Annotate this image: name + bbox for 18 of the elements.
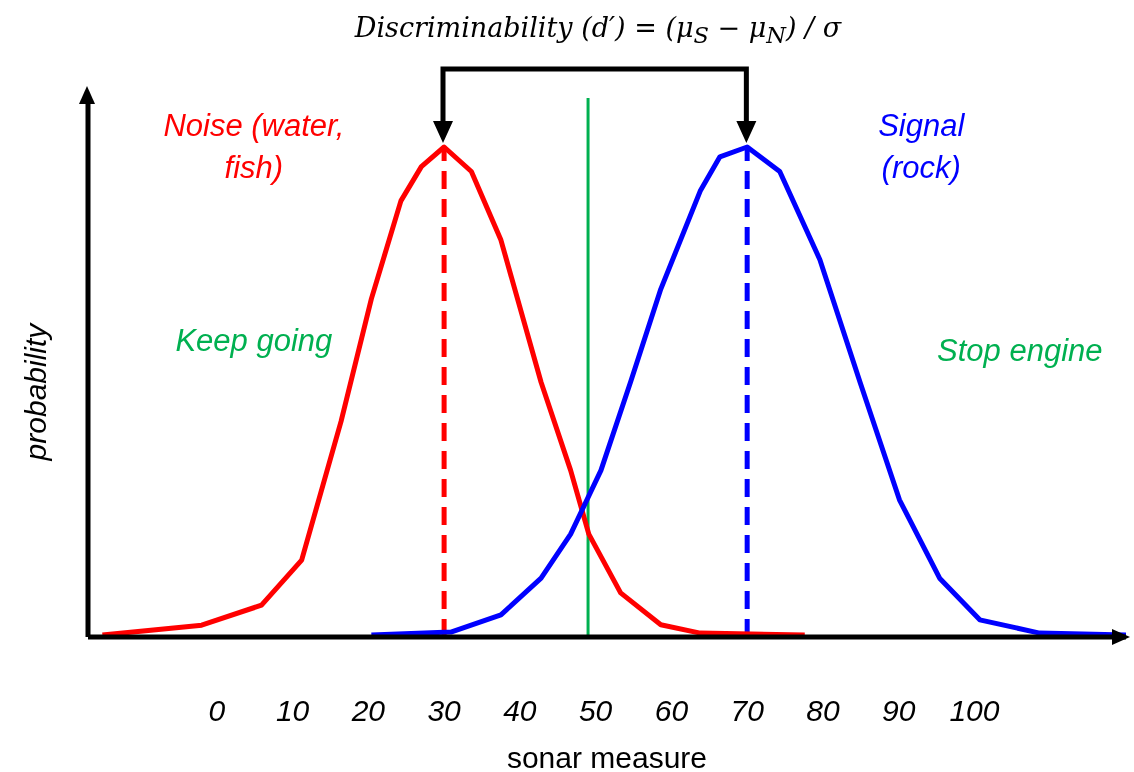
text: Signal (rock) [877, 107, 966, 187]
x-tick-label: 30 [427, 694, 462, 728]
x-tick-label: 0 [208, 694, 226, 728]
x-tick-label: 100 [949, 694, 1000, 728]
x-tick-label: 80 [806, 694, 840, 728]
x-tick-label: 70 [730, 694, 765, 728]
series-label: Noise (water, fish) [162, 107, 346, 187]
y-axis-title: probability [19, 323, 53, 461]
annotation: Keep going [174, 323, 334, 360]
text: Discriminability (d′) = (μ$_{S}$ − μ$_{N}$) / σ [354, 12, 842, 49]
annotation: Stop engine [936, 333, 1104, 370]
x-tick-label: 10 [275, 694, 310, 728]
x-tick-label: 90 [882, 694, 916, 728]
x-tick-label: 40 [503, 694, 537, 728]
x-axis-title: sonar measure [506, 741, 708, 772]
x-tick-label: 60 [654, 694, 689, 728]
x-tick-label: 50 [578, 694, 613, 728]
x-tick-label: 20 [350, 694, 386, 728]
